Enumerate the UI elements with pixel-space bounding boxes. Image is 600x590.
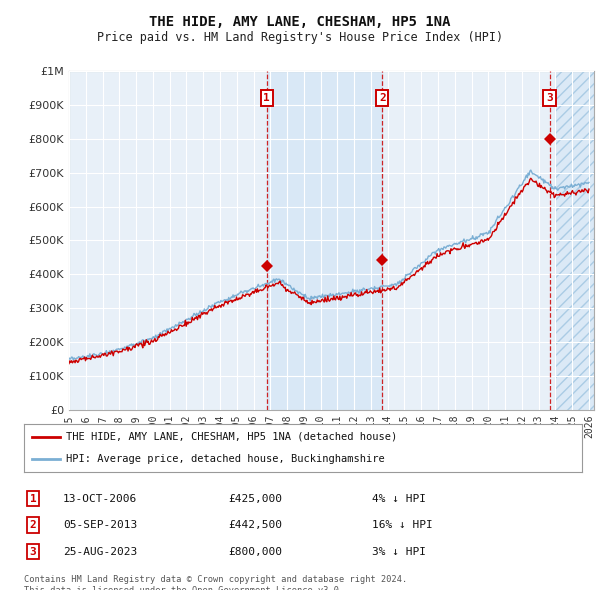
- Text: 1: 1: [263, 93, 270, 103]
- Text: £800,000: £800,000: [228, 547, 282, 556]
- Text: Price paid vs. HM Land Registry's House Price Index (HPI): Price paid vs. HM Land Registry's House …: [97, 31, 503, 44]
- Text: 3: 3: [546, 93, 553, 103]
- Text: 2: 2: [29, 520, 37, 530]
- Text: Contains HM Land Registry data © Crown copyright and database right 2024.
This d: Contains HM Land Registry data © Crown c…: [24, 575, 407, 590]
- Text: 2: 2: [379, 93, 386, 103]
- Text: THE HIDE, AMY LANE, CHESHAM, HP5 1NA (detached house): THE HIDE, AMY LANE, CHESHAM, HP5 1NA (de…: [66, 432, 397, 442]
- Text: 13-OCT-2006: 13-OCT-2006: [63, 494, 137, 503]
- Text: 16% ↓ HPI: 16% ↓ HPI: [372, 520, 433, 530]
- Text: £442,500: £442,500: [228, 520, 282, 530]
- Text: 4% ↓ HPI: 4% ↓ HPI: [372, 494, 426, 503]
- Text: 3: 3: [29, 547, 37, 556]
- Text: 25-AUG-2023: 25-AUG-2023: [63, 547, 137, 556]
- Text: HPI: Average price, detached house, Buckinghamshire: HPI: Average price, detached house, Buck…: [66, 454, 385, 464]
- Bar: [556, 71, 594, 410]
- Text: 3% ↓ HPI: 3% ↓ HPI: [372, 547, 426, 556]
- Text: 1: 1: [29, 494, 37, 503]
- Text: 05-SEP-2013: 05-SEP-2013: [63, 520, 137, 530]
- Bar: [267, 71, 382, 410]
- Text: £425,000: £425,000: [228, 494, 282, 503]
- Text: THE HIDE, AMY LANE, CHESHAM, HP5 1NA: THE HIDE, AMY LANE, CHESHAM, HP5 1NA: [149, 15, 451, 29]
